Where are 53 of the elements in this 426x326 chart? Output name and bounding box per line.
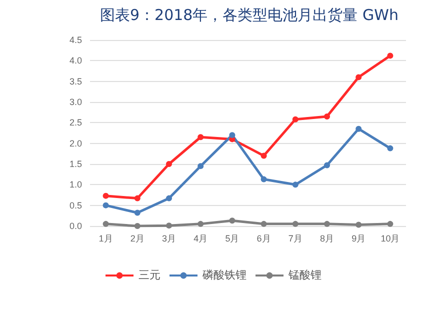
y-tick-label: 2.0 — [69, 138, 82, 148]
x-tick-label: 9月 — [352, 234, 366, 244]
y-tick-label: 4.0 — [69, 56, 82, 66]
point — [292, 220, 298, 227]
x-tick-label: 10月 — [380, 234, 400, 244]
point — [260, 176, 267, 182]
x-tick-label: 3月 — [162, 234, 176, 244]
y-tick-label: 0.5 — [69, 200, 82, 210]
x-tick-label: 4月 — [194, 234, 208, 244]
point — [198, 220, 204, 227]
x-tick-label: 5月 — [225, 234, 240, 244]
y-tick-label: 2.5 — [69, 118, 82, 128]
point — [292, 116, 298, 122]
point — [102, 192, 109, 199]
x-tick-label: 8月 — [320, 234, 334, 244]
y-tick-label: 3.5 — [69, 76, 82, 86]
y-tick-label: 4.5 — [69, 35, 82, 45]
point — [198, 163, 204, 170]
chart-title: 图表9：2018年，各类型电池月出货量 GWh — [100, 6, 398, 25]
point — [324, 162, 330, 168]
y-tick-label: 1.5 — [69, 159, 82, 169]
x-tick-label: 7月 — [288, 234, 302, 244]
point — [260, 220, 267, 227]
point — [324, 113, 330, 120]
point — [198, 134, 204, 140]
y-tick-label: 0.0 — [69, 221, 82, 231]
point — [134, 223, 140, 229]
point — [166, 222, 172, 229]
point — [387, 145, 394, 152]
point — [387, 220, 394, 227]
legend-label: 锰酸锂 — [288, 270, 322, 282]
point — [134, 210, 140, 216]
point — [166, 161, 172, 167]
point — [229, 132, 236, 138]
point — [356, 126, 362, 132]
point — [292, 182, 298, 188]
point — [356, 74, 362, 80]
legend-label: 三元 — [138, 270, 160, 282]
x-tick-label: 2月 — [130, 234, 144, 244]
x-tick-label: 1月 — [98, 234, 113, 244]
point — [102, 202, 109, 208]
y-tick-label: 1.0 — [69, 180, 82, 190]
point — [260, 152, 267, 159]
point — [229, 218, 236, 224]
legend-label: 磷酸铁锂 — [202, 268, 246, 282]
point — [166, 195, 172, 202]
point — [102, 220, 109, 227]
point — [324, 220, 330, 227]
point — [356, 222, 362, 228]
y-tick-label: 3.0 — [69, 97, 82, 107]
x-tick-label: 6月 — [256, 234, 271, 244]
point — [134, 195, 140, 202]
point — [387, 52, 394, 59]
